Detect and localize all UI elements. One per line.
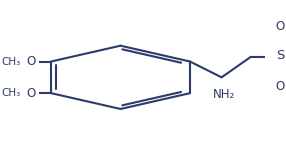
Text: O: O <box>276 20 285 33</box>
Text: O: O <box>276 80 285 94</box>
Text: CH₃: CH₃ <box>1 57 20 66</box>
Text: NH₂: NH₂ <box>213 88 235 101</box>
Text: CH₃: CH₃ <box>1 88 20 98</box>
Text: O: O <box>26 87 35 100</box>
Text: S: S <box>276 49 285 62</box>
Text: O: O <box>26 55 35 68</box>
